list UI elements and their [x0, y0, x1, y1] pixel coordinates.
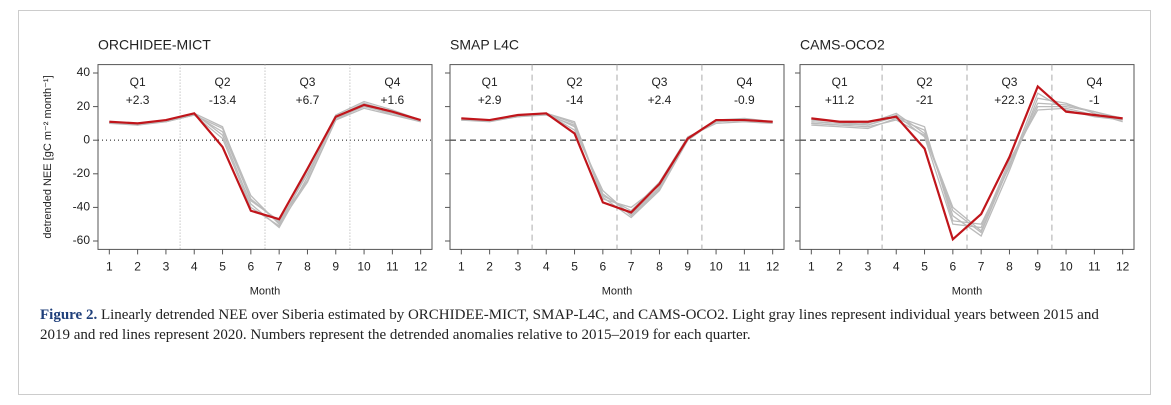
x-axis-label: Month — [602, 285, 633, 297]
x-tick-label: 2 — [486, 260, 493, 274]
series-line — [109, 107, 421, 226]
x-tick-label: 3 — [163, 260, 170, 274]
x-tick-label: 4 — [893, 260, 900, 274]
quarter-name: Q2 — [917, 75, 933, 89]
frame — [18, 10, 1151, 395]
x-tick-label: 9 — [684, 260, 691, 274]
quarter-anomaly: +2.9 — [478, 93, 502, 107]
quarter-name: Q4 — [1086, 75, 1102, 89]
series-line — [811, 105, 1123, 234]
x-tick-label: 11 — [738, 260, 751, 274]
x-axis-label: Month — [250, 285, 281, 297]
quarter-anomaly: +11.2 — [825, 93, 855, 107]
x-tick-label: 8 — [656, 260, 663, 274]
y-tick-label: -20 — [73, 166, 91, 180]
x-tick-label: 10 — [709, 260, 723, 274]
quarter-anomaly: +2.3 — [126, 93, 150, 107]
x-tick-label: 5 — [219, 260, 226, 274]
x-tick-label: 11 — [386, 260, 399, 274]
x-tick-label: 12 — [766, 260, 780, 274]
x-tick-label: 6 — [600, 260, 607, 274]
y-tick-label: 0 — [83, 132, 90, 146]
series-line — [109, 100, 421, 227]
quarter-anomaly: -21 — [916, 93, 934, 107]
x-tick-label: 2 — [836, 260, 843, 274]
quarter-name: Q3 — [299, 75, 315, 89]
chart-title: SMAP L4C — [450, 37, 519, 53]
x-tick-label: 11 — [1088, 260, 1101, 274]
x-tick-label: 1 — [458, 260, 465, 274]
quarter-anomaly: +22.3 — [994, 93, 1025, 107]
quarter-name: Q2 — [215, 75, 231, 89]
x-tick-label: 5 — [921, 260, 928, 274]
chart-title: ORCHIDEE-MICT — [98, 37, 211, 53]
caption-label: Figure 2. — [40, 307, 98, 323]
quarter-anomaly: -14 — [566, 93, 584, 107]
x-tick-label: 12 — [1116, 260, 1130, 274]
x-tick-label: 5 — [571, 260, 578, 274]
x-tick-label: 4 — [543, 260, 550, 274]
y-axis-label: detrended NEE [gC m⁻² month⁻¹] — [42, 75, 54, 238]
x-tick-label: 1 — [106, 260, 113, 274]
quarter-name: Q3 — [651, 75, 667, 89]
caption: Figure 2. Linearly detrended NEE over Si… — [40, 305, 1130, 345]
quarter-name: Q4 — [736, 75, 752, 89]
x-tick-label: 8 — [304, 260, 311, 274]
chart-title: CAMS-OCO2 — [800, 37, 885, 53]
x-tick-label: 4 — [191, 260, 198, 274]
series-line — [811, 102, 1123, 232]
series-line — [811, 92, 1123, 225]
x-tick-label: 1 — [808, 260, 815, 274]
x-tick-label: 6 — [950, 260, 957, 274]
x-tick-label: 6 — [248, 260, 255, 274]
y-tick-label: 20 — [77, 99, 91, 113]
x-tick-label: 12 — [414, 260, 428, 274]
quarter-name: Q1 — [482, 75, 498, 89]
quarter-name: Q2 — [567, 75, 583, 89]
series-line — [811, 84, 1123, 242]
quarter-name: Q1 — [832, 75, 848, 89]
x-tick-label: 7 — [628, 260, 635, 274]
series-line — [109, 103, 421, 221]
y-tick-label: 40 — [77, 65, 91, 79]
x-tick-label: 3 — [865, 260, 872, 274]
y-tick-label: -40 — [73, 200, 91, 214]
quarter-anomaly: +6.7 — [296, 93, 320, 107]
quarter-name: Q4 — [384, 75, 400, 89]
quarter-name: Q1 — [130, 75, 146, 89]
charts: ORCHIDEE-MICT Q1 +2.3 Q2 -13.4 Q3 +6.7 Q4 +1.6 -6… — [42, 37, 1135, 297]
quarter-anomaly: -0.9 — [734, 93, 755, 107]
quarter-name: Q3 — [1001, 75, 1017, 89]
quarter-anomaly: -1 — [1089, 93, 1100, 107]
x-tick-label: 10 — [1059, 260, 1073, 274]
y-tick-label: -60 — [73, 233, 91, 247]
x-tick-label: 9 — [332, 260, 339, 274]
x-tick-label: 7 — [276, 260, 283, 274]
quarter-anomaly: +2.4 — [648, 93, 672, 107]
x-axis-label: Month — [952, 285, 983, 297]
x-tick-label: 2 — [134, 260, 141, 274]
x-tick-label: 10 — [357, 260, 371, 274]
series-line — [461, 112, 773, 214]
x-tick-label: 8 — [1006, 260, 1013, 274]
caption-text: Linearly detrended NEE over Siberia esti… — [40, 307, 1099, 343]
x-tick-label: 3 — [515, 260, 522, 274]
x-tick-label: 7 — [978, 260, 985, 274]
quarter-anomaly: +1.6 — [381, 93, 405, 107]
x-tick-label: 9 — [1034, 260, 1041, 274]
quarter-anomaly: -13.4 — [209, 93, 237, 107]
